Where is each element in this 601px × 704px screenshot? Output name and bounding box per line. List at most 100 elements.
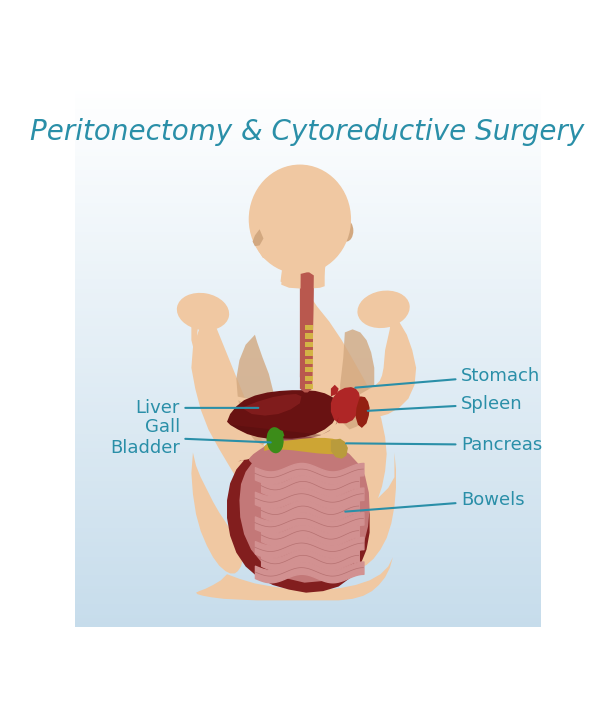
Bar (75, 92, 541, 95)
Text: Pancreas: Pancreas (346, 436, 542, 454)
Bar (75, 356, 541, 359)
Bar (75, 128, 541, 132)
Bar (75, 95, 541, 99)
Polygon shape (300, 274, 314, 385)
Text: Peritonectomy & Cytoreductive Surgery: Peritonectomy & Cytoreductive Surgery (31, 118, 585, 146)
Polygon shape (331, 385, 338, 396)
Ellipse shape (177, 293, 229, 330)
Bar (75, 518, 541, 522)
Bar (75, 305, 541, 308)
Polygon shape (305, 325, 313, 330)
Bar (75, 522, 541, 525)
Bar (75, 620, 541, 623)
Bar (75, 460, 541, 464)
Bar (75, 262, 541, 265)
Bar (75, 323, 541, 327)
Bar (75, 193, 541, 196)
Polygon shape (273, 429, 284, 442)
Bar (75, 540, 541, 543)
Bar (75, 474, 541, 479)
Bar (75, 623, 541, 627)
Bar (75, 449, 541, 453)
Polygon shape (305, 367, 313, 372)
Bar (75, 435, 541, 439)
Polygon shape (227, 390, 338, 439)
Bar (75, 391, 541, 395)
Bar (75, 84, 541, 88)
Bar (75, 124, 541, 128)
Bar (75, 515, 541, 518)
Bar (75, 529, 541, 533)
Bar (75, 482, 541, 486)
Bar (75, 157, 541, 161)
Bar (75, 225, 541, 229)
Bar (75, 287, 541, 291)
Bar (75, 370, 541, 374)
Bar (75, 554, 541, 558)
Polygon shape (331, 439, 348, 459)
Bar (75, 110, 541, 113)
Bar (75, 301, 541, 305)
Bar (75, 258, 541, 262)
Text: Liver: Liver (135, 399, 258, 417)
Bar (75, 232, 541, 237)
Bar (75, 189, 541, 193)
Bar (75, 565, 541, 569)
Bar (75, 608, 541, 612)
Polygon shape (305, 333, 313, 339)
Bar (75, 420, 541, 425)
Polygon shape (254, 230, 263, 244)
Text: Stomach: Stomach (355, 367, 540, 388)
Bar (75, 229, 541, 232)
Bar (75, 237, 541, 240)
Bar (75, 464, 541, 467)
Polygon shape (239, 436, 370, 583)
Bar (75, 327, 541, 330)
Bar (75, 417, 541, 420)
Bar (75, 182, 541, 186)
Text: Gall
Bladder: Gall Bladder (110, 417, 270, 456)
Bar (75, 99, 541, 103)
Bar (75, 493, 541, 496)
Bar (75, 533, 541, 536)
Bar (75, 294, 541, 298)
Bar (75, 363, 541, 366)
Bar (75, 222, 541, 225)
Bar (75, 359, 541, 363)
Bar (75, 269, 541, 272)
Polygon shape (356, 396, 370, 428)
Bar (75, 508, 541, 511)
Bar (75, 388, 541, 391)
Bar (75, 178, 541, 182)
Bar (75, 381, 541, 384)
Bar (75, 572, 541, 576)
Bar (75, 569, 541, 572)
Ellipse shape (358, 291, 410, 328)
Bar (75, 471, 541, 474)
Polygon shape (227, 445, 370, 593)
Bar (75, 352, 541, 356)
Polygon shape (191, 453, 243, 574)
Bar (75, 203, 541, 208)
Bar (75, 164, 541, 168)
Bar (75, 536, 541, 540)
Polygon shape (305, 350, 313, 356)
Bar (75, 132, 541, 135)
Polygon shape (196, 546, 394, 601)
Bar (75, 413, 541, 417)
Polygon shape (340, 329, 374, 429)
Bar (75, 432, 541, 435)
Ellipse shape (340, 220, 353, 241)
Polygon shape (305, 341, 313, 347)
Bar (75, 146, 541, 149)
Polygon shape (354, 312, 416, 417)
Bar (75, 308, 541, 312)
Bar (75, 341, 541, 345)
Polygon shape (331, 387, 361, 423)
Polygon shape (305, 350, 313, 356)
Ellipse shape (249, 165, 351, 274)
Polygon shape (300, 272, 314, 392)
Polygon shape (305, 333, 313, 339)
Bar (75, 496, 541, 500)
Bar (75, 562, 541, 565)
